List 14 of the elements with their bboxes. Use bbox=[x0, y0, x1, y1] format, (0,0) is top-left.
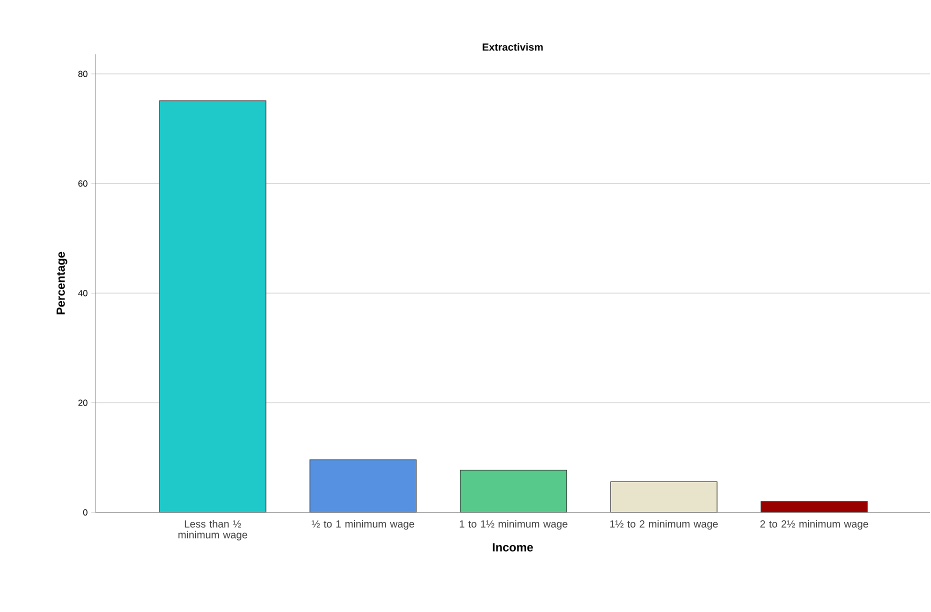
chart-title: Extractivism bbox=[482, 43, 543, 51]
x-tick-label: ½ to 1 minimum wage bbox=[312, 520, 414, 530]
x-tick-label: 1 to 1½ minimum wage bbox=[460, 520, 568, 530]
y-tick-label: 40 bbox=[78, 290, 88, 296]
y-tick-label: 80 bbox=[78, 70, 88, 78]
x-axis-title: Income bbox=[492, 543, 533, 552]
y-axis-title: Percentage bbox=[56, 252, 68, 314]
x-tick-label: 1½ to 2 minimum wage bbox=[610, 520, 718, 530]
y-tick-label: 20 bbox=[78, 400, 88, 406]
x-tick-label: 2 to 2½ minimum wage bbox=[760, 520, 868, 530]
bar bbox=[310, 459, 417, 512]
y-tick-label: 0 bbox=[83, 509, 88, 516]
x-tick-label: Less than ½ minimum wage bbox=[178, 520, 248, 540]
y-tick-label: 60 bbox=[78, 180, 88, 187]
